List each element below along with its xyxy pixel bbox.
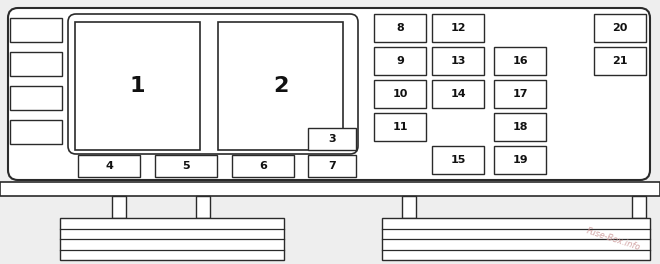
Bar — [432, 80, 484, 108]
Bar — [494, 146, 546, 174]
Bar — [308, 155, 356, 177]
Bar — [75, 22, 200, 150]
FancyBboxPatch shape — [68, 14, 358, 154]
Text: 5: 5 — [182, 161, 190, 171]
Bar — [494, 113, 546, 141]
Text: 1: 1 — [130, 76, 145, 96]
Bar — [382, 218, 650, 260]
Text: 7: 7 — [328, 161, 336, 171]
Bar — [594, 47, 646, 75]
Text: 21: 21 — [612, 56, 628, 66]
Text: 6: 6 — [259, 161, 267, 171]
Text: 4: 4 — [105, 161, 113, 171]
Bar — [374, 47, 426, 75]
Bar — [112, 196, 126, 218]
Bar — [218, 22, 343, 150]
Bar — [594, 14, 646, 42]
Text: 12: 12 — [450, 23, 466, 33]
Bar — [10, 120, 62, 144]
Bar — [374, 14, 426, 42]
Text: 11: 11 — [392, 122, 408, 132]
Bar — [232, 155, 294, 177]
Bar — [10, 52, 62, 76]
Bar — [632, 196, 646, 218]
Bar — [432, 14, 484, 42]
Bar — [196, 196, 210, 218]
Text: 3: 3 — [328, 134, 336, 144]
Bar — [10, 18, 62, 42]
Text: 8: 8 — [396, 23, 404, 33]
Text: 2: 2 — [273, 76, 288, 96]
Text: 14: 14 — [450, 89, 466, 99]
Text: 10: 10 — [392, 89, 408, 99]
Bar — [60, 218, 284, 260]
Bar — [494, 80, 546, 108]
Text: 15: 15 — [450, 155, 466, 165]
Bar — [374, 80, 426, 108]
Bar — [494, 47, 546, 75]
Bar — [78, 155, 140, 177]
Bar — [10, 86, 62, 110]
FancyBboxPatch shape — [8, 8, 650, 180]
Text: 17: 17 — [512, 89, 528, 99]
Text: Fuse-Box.info: Fuse-Box.info — [585, 226, 642, 252]
Text: 20: 20 — [612, 23, 628, 33]
Bar — [0, 182, 660, 196]
Bar — [432, 47, 484, 75]
Bar — [432, 146, 484, 174]
Bar — [155, 155, 217, 177]
Text: 16: 16 — [512, 56, 528, 66]
Text: 19: 19 — [512, 155, 528, 165]
Bar — [308, 128, 356, 150]
Text: 9: 9 — [396, 56, 404, 66]
Bar — [374, 113, 426, 141]
Bar — [402, 196, 416, 218]
Text: 18: 18 — [512, 122, 528, 132]
Text: 13: 13 — [450, 56, 466, 66]
